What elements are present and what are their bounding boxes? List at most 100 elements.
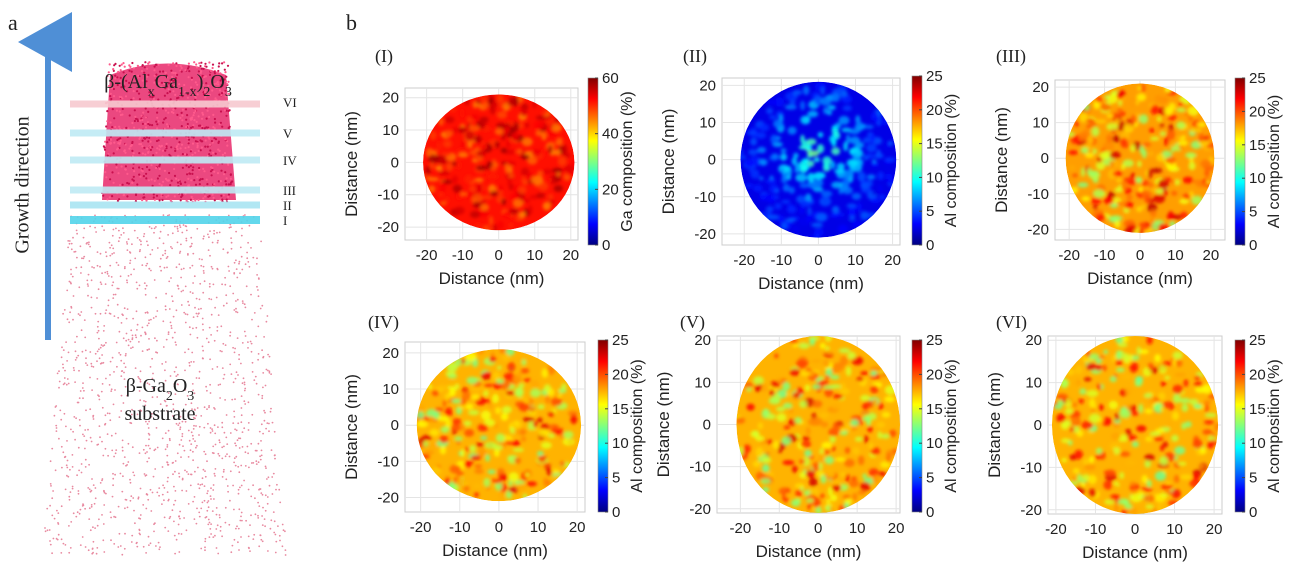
atom-dot (138, 174, 140, 176)
atom-dot (185, 238, 187, 240)
map-blob (1145, 436, 1152, 441)
atom-dot (211, 174, 213, 176)
atom-dot (80, 509, 82, 511)
atom-dot (202, 502, 204, 504)
colorbar-tick-label: 25 (926, 332, 943, 349)
atom-dot (91, 365, 93, 367)
atom-dot (229, 285, 231, 287)
atom-dot (167, 195, 169, 197)
atom-dot (149, 448, 151, 450)
map-blob (1149, 128, 1155, 133)
atom-dot (85, 546, 87, 548)
atom-dot (120, 375, 122, 377)
atom-dot (187, 314, 189, 316)
map-blob (1196, 122, 1206, 127)
formula-part: 2 (203, 85, 210, 100)
atom-dot (156, 195, 158, 197)
atom-dot (138, 152, 140, 154)
atom-dot (261, 397, 263, 399)
atom-dot (80, 272, 82, 274)
atom-dot (78, 470, 80, 472)
map-blob (874, 153, 884, 159)
atom-dot (189, 365, 191, 367)
atom-dot (167, 481, 169, 483)
atom-dot (229, 456, 231, 458)
atom-dot (259, 431, 261, 433)
atom-dot (95, 231, 97, 233)
atom-dot (177, 452, 179, 454)
atom-dot (56, 427, 58, 429)
atom-dot (91, 297, 93, 299)
atom-dot (249, 550, 251, 552)
map-blob (478, 424, 489, 432)
panel-label: (VI) (996, 312, 1027, 333)
atom-dot (190, 361, 192, 363)
map-blob (501, 148, 507, 153)
map-blob (781, 148, 787, 153)
atom-dot (97, 525, 99, 527)
atom-dot (103, 325, 105, 327)
atom-dot (51, 497, 53, 499)
atom-dot (261, 395, 263, 397)
atom-dot (200, 548, 202, 550)
map-blob (1097, 156, 1101, 162)
atom-dot (134, 109, 136, 111)
atom-dot (83, 435, 85, 437)
map-blob (858, 456, 864, 466)
atom-dot (237, 337, 239, 339)
atom-dot (80, 544, 82, 546)
atom-dot (161, 363, 163, 365)
map-blob (872, 191, 881, 196)
atom-dot (117, 317, 119, 319)
atom-dot (149, 226, 151, 228)
map-blob (877, 171, 884, 180)
atom-dot (223, 61, 225, 63)
atom-dot (217, 142, 219, 144)
atom-dot (126, 318, 128, 320)
atom-dot (117, 142, 119, 144)
atom-dot (208, 249, 210, 251)
atom-dot (284, 530, 286, 532)
atom-dot (162, 107, 164, 109)
atom-dot (249, 524, 251, 526)
atom-dot (66, 464, 68, 466)
map-blob (539, 429, 549, 437)
atom-dot (220, 195, 222, 197)
atom-dot (136, 546, 138, 548)
atom-dot (166, 267, 168, 269)
atom-dot (145, 265, 147, 267)
atom-dot (105, 176, 107, 178)
map-blob (1087, 431, 1094, 435)
map-blob (1176, 121, 1186, 129)
atom-dot (111, 171, 113, 173)
colorbar-tick-label: 5 (926, 470, 934, 487)
map-blob (800, 165, 807, 173)
map-blob (802, 220, 806, 225)
atom-dot (131, 243, 133, 245)
x-tick-label: 20 (562, 247, 579, 264)
map-blob (769, 115, 777, 119)
atom-dot (176, 309, 178, 311)
atom-dot (244, 403, 246, 405)
atom-dot (159, 146, 161, 148)
atom-dot (136, 310, 138, 312)
map-blob (1123, 375, 1132, 380)
atom-dot (148, 433, 150, 435)
map-blob (1086, 363, 1096, 371)
atom-dot (93, 267, 95, 269)
atom-dot (213, 230, 215, 232)
atom-dot (111, 276, 113, 278)
atom-dot (118, 352, 120, 354)
atom-dot (110, 93, 112, 95)
atom-dot (264, 518, 266, 520)
map-blob (825, 375, 831, 381)
atom-dot (265, 467, 267, 469)
atom-dot (191, 154, 193, 156)
atom-dot (230, 173, 232, 175)
atom-dot (50, 485, 52, 487)
map-blob (794, 169, 799, 173)
atom-dot (148, 338, 150, 340)
atom-dot (221, 351, 223, 353)
atom-dot (275, 541, 277, 543)
atom-dot (78, 313, 80, 315)
